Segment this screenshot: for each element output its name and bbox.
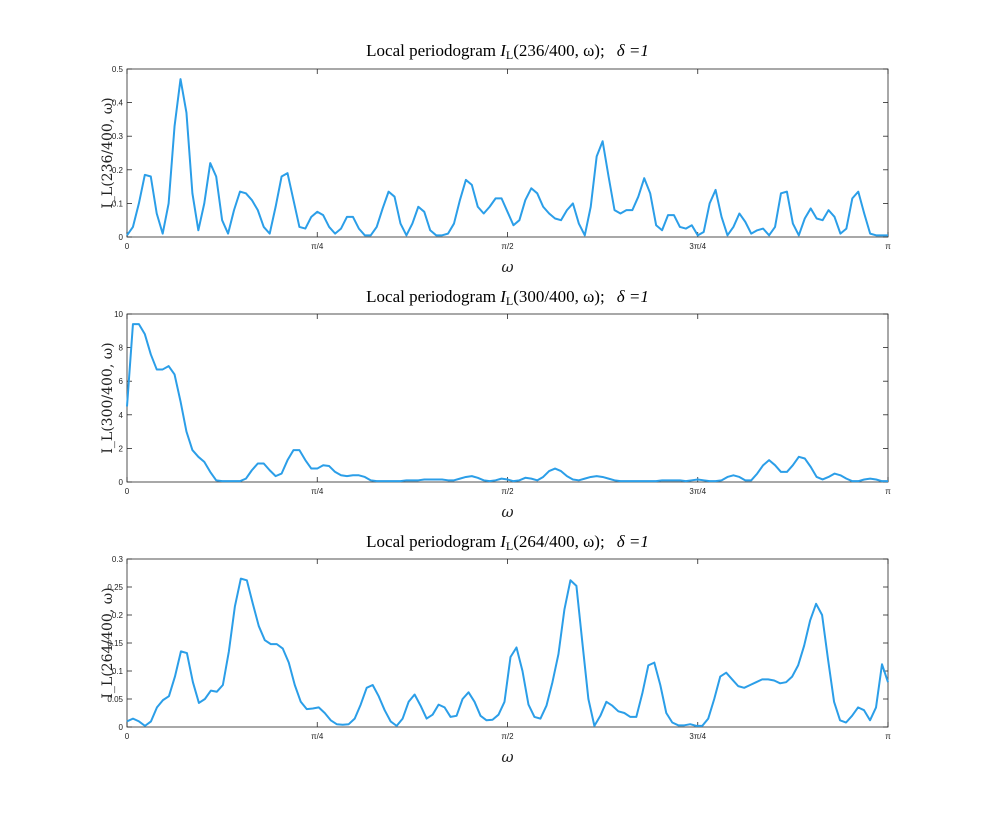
y-tick-label: 0.5 [112,65,124,74]
x-axis-label: ω [501,748,513,766]
title-args: (236/400, ω); [513,41,604,60]
y-tick-label: 10 [114,310,123,319]
title-subscript: L [506,48,513,62]
y-tick-label: 0 [119,723,124,732]
x-tick-label: π/4 [311,487,324,496]
title-prefix: Local periodogram [366,287,500,306]
axes-box [126,313,889,483]
title-prefix: Local periodogram [366,532,500,551]
y-tick-label: 0.4 [112,99,124,108]
panel-1: Local periodogram IL(236/400, ω); δ =1 0 0.… [100,41,891,276]
x-tick-label: 3π/4 [689,487,706,496]
x-tick-label: 0 [125,732,130,741]
y-tick-label: 2 [119,444,124,453]
x-axis-label: ω [501,503,513,521]
x-tick-label: π [885,732,891,741]
x-tick-label: π/2 [501,242,514,251]
chart-title: Local periodogram IL(300/400, ω); δ =1 [366,287,649,308]
y-tick-label: 8 [119,344,124,353]
title-delta: δ =1 [617,287,649,306]
title-delta: δ =1 [617,41,649,60]
y-tick-label: 0 [119,233,124,242]
x-tick-label: π/2 [501,487,514,496]
y-tick-label: 0.05 [107,695,123,704]
panel-2: Local periodogram IL(300/400, ω); δ =1 0 2 4… [100,287,891,521]
x-tick-label: 0 [125,487,130,496]
x-tick-label: 0 [125,242,130,251]
y-tick-label: 6 [119,377,124,386]
x-tick-label: π [885,242,891,251]
y-tick-label: 0.3 [112,555,124,564]
series-line [126,78,888,237]
x-tick-label: π/2 [501,732,514,741]
axes-box [126,558,889,728]
y-tick-label: 0.15 [107,639,123,648]
x-axis-label: ω [501,258,513,276]
chart-title: Local periodogram IL(236/400, ω); δ =1 [366,41,649,62]
panel-3: Local periodogram IL(264/400, ω); δ =1 0 0.… [100,532,891,766]
y-axis-label: I_L(264/400, ω) [100,587,116,698]
chart-title: Local periodogram IL(264/400, ω); δ =1 [366,532,649,553]
x-tick-label: π [885,487,891,496]
y-tick-label: 0.1 [112,667,124,676]
title-symbol: I [499,287,507,306]
title-symbol: I [499,41,507,60]
y-axis-label: I_L(300/400, ω) [100,342,116,453]
x-tick-label: π/4 [311,732,324,741]
y-tick-label: 0.3 [112,132,124,141]
x-tick-label: π/4 [311,242,324,251]
title-args: (300/400, ω); [513,287,604,306]
x-tick-label: 3π/4 [689,242,706,251]
series-line [126,323,888,483]
title-subscript: L [506,294,513,308]
title-symbol: I [499,532,507,551]
title-prefix: Local periodogram [366,41,500,60]
y-tick-label: 4 [119,411,124,420]
x-tick-label: 3π/4 [689,732,706,741]
y-tick-label: 0 [119,478,124,487]
y-tick-label: 0.2 [112,611,124,620]
y-tick-label: 0.25 [107,583,123,592]
series-line [126,577,889,727]
title-args: (264/400, ω); [513,532,604,551]
y-tick-label: 0.2 [112,166,124,175]
y-tick-label: 0.1 [112,199,124,208]
title-delta: δ =1 [617,532,649,551]
title-subscript: L [506,539,513,553]
y-axis-label: I_L(236/400, ω) [100,97,116,208]
